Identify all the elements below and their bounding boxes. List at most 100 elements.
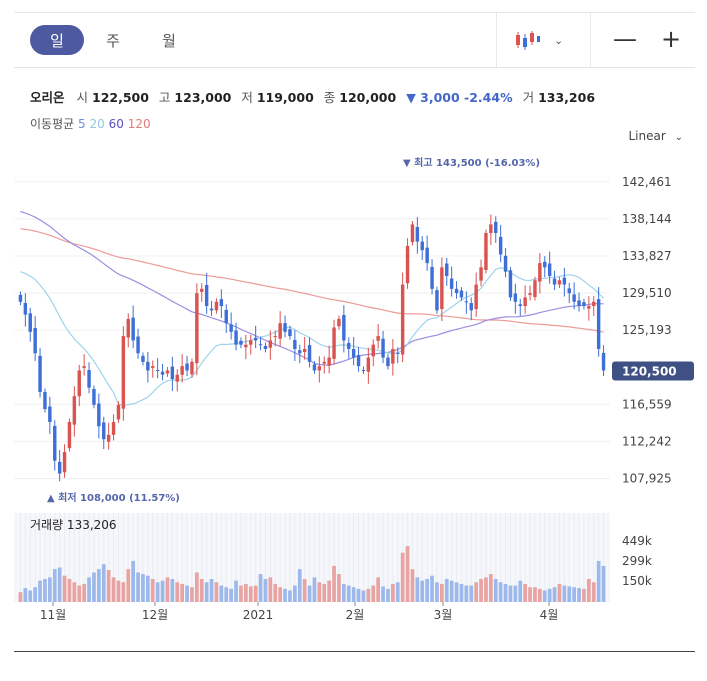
- volume-bar: [18, 592, 23, 602]
- volume-bar: [567, 586, 572, 602]
- y-tick-label: 142,461: [622, 175, 672, 189]
- volume-bar: [557, 583, 562, 602]
- candle-body: [337, 318, 341, 327]
- volume-bar: [341, 583, 346, 602]
- volume-bar: [307, 585, 312, 602]
- volume-bar: [175, 582, 180, 602]
- volume-bar: [479, 579, 483, 602]
- volume-bar: [390, 583, 395, 602]
- candle-body: [513, 293, 518, 302]
- candle-body: [366, 357, 371, 372]
- volume-bar: [503, 583, 508, 602]
- volume-bar: [449, 580, 454, 602]
- volume-bar: [508, 585, 513, 602]
- volume-bar: [469, 585, 474, 602]
- candle-body: [249, 340, 253, 345]
- tab-day[interactable]: 일: [30, 25, 84, 55]
- volume-bar: [72, 582, 77, 602]
- candle-body: [293, 339, 297, 349]
- volume-bar: [356, 588, 361, 602]
- candle-body: [386, 357, 390, 367]
- candle-body: [224, 309, 228, 324]
- ma120-legend: 120: [127, 117, 151, 131]
- candle-body: [494, 221, 498, 234]
- candle-body: [459, 290, 464, 298]
- candle-body: [601, 352, 606, 371]
- candle-body: [356, 354, 361, 367]
- candle-body: [283, 323, 287, 332]
- volume-bar: [327, 580, 332, 602]
- volume-bar: [351, 587, 356, 602]
- candle-body: [77, 370, 81, 397]
- volume-bar: [542, 590, 547, 602]
- chart-type-button[interactable]: ⌄: [514, 27, 584, 53]
- open-value: 122,500: [92, 90, 149, 105]
- candle-body: [214, 301, 219, 311]
- candle-body: [577, 300, 581, 307]
- tab-week[interactable]: 주: [106, 31, 120, 50]
- candle-body: [146, 361, 150, 371]
- candle-body: [479, 267, 483, 281]
- candle-body: [307, 345, 312, 362]
- volume-bar: [258, 574, 263, 602]
- volume-bar: [121, 582, 126, 602]
- ma60-legend: 60: [108, 117, 124, 131]
- candle-body: [552, 278, 557, 285]
- volume-bar: [317, 582, 322, 602]
- volume-bar: [131, 560, 136, 602]
- volume-bar: [518, 580, 523, 602]
- candle-body: [557, 280, 562, 285]
- candle-body: [204, 284, 209, 307]
- y-tick-label: 107,925: [622, 471, 672, 485]
- volume-title: 거래량 133,206: [30, 518, 117, 532]
- candle-body: [263, 345, 268, 349]
- volume-bar: [111, 577, 116, 602]
- volume-bar: [459, 583, 464, 602]
- candle-body: [435, 290, 439, 311]
- candle-body: [23, 303, 28, 315]
- tab-month[interactable]: 월: [162, 31, 176, 50]
- close-value: 120,000: [339, 90, 397, 105]
- volume-bar: [278, 587, 283, 602]
- candle-body: [131, 317, 135, 341]
- candle-body: [361, 370, 366, 372]
- volume-label: 거: [522, 90, 535, 105]
- y-tick-label: 125,193: [622, 323, 672, 337]
- close-label: 종: [323, 90, 336, 105]
- candle-body: [508, 270, 513, 298]
- candle-body: [484, 233, 488, 270]
- volume-bar: [253, 585, 258, 602]
- volume-bar: [180, 583, 185, 602]
- volume-bar: [464, 585, 469, 602]
- y-tick-label: 133,827: [622, 249, 672, 263]
- volume-bar: [209, 579, 214, 602]
- candlestick-icon: [516, 31, 540, 50]
- zoom-in-button[interactable]: +: [660, 25, 682, 53]
- candle-body: [38, 355, 42, 392]
- candle-body: [547, 263, 552, 276]
- ma20-legend: 20: [89, 117, 105, 131]
- volume-bar: [67, 579, 72, 602]
- x-tick-label: 2021: [243, 608, 274, 622]
- top-divider: [14, 12, 695, 13]
- candle-body: [351, 348, 356, 358]
- candle-body: [106, 434, 111, 442]
- zoom-out-button[interactable]: —: [613, 25, 637, 53]
- candle-body: [572, 294, 576, 302]
- open-label: 시: [76, 90, 89, 105]
- volume-bar: [214, 582, 219, 602]
- candle-body: [175, 374, 179, 382]
- candle-body: [582, 302, 586, 307]
- volume-bar: [381, 586, 385, 602]
- candle-body: [72, 396, 77, 425]
- ma-label: 이동평균: [30, 117, 75, 131]
- x-tick-label: 11월: [40, 608, 66, 622]
- candle-body: [317, 366, 322, 371]
- scale-selector[interactable]: Linear ⌄: [628, 129, 683, 143]
- candle-body: [48, 406, 52, 422]
- x-tick-label: 3월: [434, 608, 453, 622]
- volume-bar: [96, 569, 101, 602]
- volume-bar: [62, 575, 67, 602]
- volume-bar: [562, 585, 567, 602]
- last-price-label: 120,500: [622, 364, 677, 378]
